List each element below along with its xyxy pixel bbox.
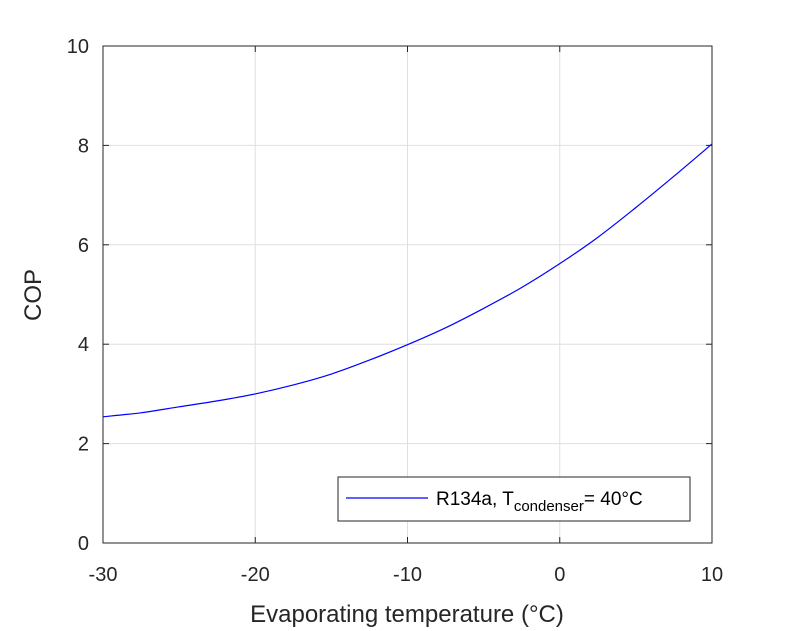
legend-label-main: R134a, T (436, 489, 514, 510)
grid-lines (103, 46, 712, 543)
legend-label-r134a: R134a, Tcondenser= 40°C (436, 489, 643, 515)
x-tick-label: 10 (701, 564, 723, 586)
x-tick-label: -20 (241, 564, 270, 586)
series-line-r134a (102, 143, 713, 418)
y-tick-label: 8 (78, 135, 89, 157)
series-layer (102, 143, 713, 418)
y-tick-label: 0 (78, 533, 89, 555)
legend: R134a, Tcondenser= 40°C (337, 476, 691, 522)
x-tick-label: 0 (554, 564, 565, 586)
x-tick-label: -30 (89, 564, 118, 586)
x-tick-label: -10 (393, 564, 422, 586)
y-tick-label: 10 (67, 36, 89, 58)
legend-label-suffix: = 40°C (584, 489, 643, 510)
x-axis-label: Evaporating temperature (°C) (250, 601, 564, 628)
y-tick-label: 6 (78, 235, 89, 257)
tick-labels: -30 -20 -10 0 10 0 2 4 6 8 10 (67, 36, 723, 586)
legend-box (337, 476, 691, 522)
y-tick-label: 4 (78, 334, 89, 356)
y-axis-label: COP (20, 269, 47, 321)
tick-marks (102, 45, 713, 544)
y-tick-label: 2 (78, 434, 89, 456)
legend-label-subscript: condenser (514, 498, 584, 515)
